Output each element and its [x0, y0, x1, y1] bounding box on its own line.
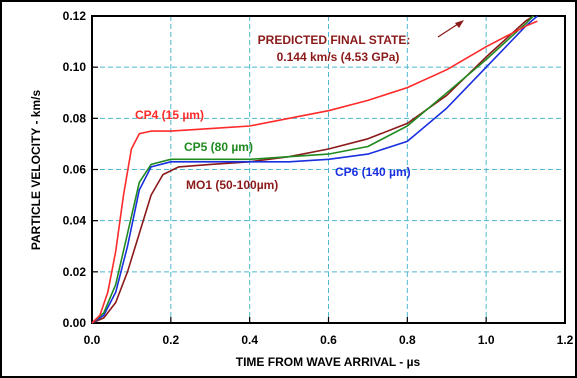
- y-tick-label: 0.06: [63, 163, 87, 177]
- x-tick-label: 0.4: [241, 333, 258, 347]
- series-line-cp4: [91, 20, 538, 324]
- y-tick-label: 0.08: [63, 111, 87, 125]
- y-tick-label: 0.02: [63, 265, 87, 279]
- x-tick-label: 0.2: [162, 333, 179, 347]
- y-tick-labels: 0.00 0.02 0.04 0.06 0.08 0.10 0.12: [63, 9, 87, 330]
- series-line-mo1: [91, 15, 534, 324]
- series-label-cp5: CP5 (80 µm): [184, 140, 253, 154]
- x-tick-label: 1.0: [478, 333, 495, 347]
- x-tick-label: 0.6: [320, 333, 337, 347]
- y-tick-label: 0.04: [63, 214, 87, 228]
- x-tick-label: 1.2: [557, 333, 574, 347]
- grid-lines: [92, 16, 565, 323]
- x-tick-label: 0.8: [399, 333, 416, 347]
- x-tick-labels: 0.0 0.2 0.4 0.6 0.8 1.0 1.2: [84, 333, 574, 347]
- annotation-line2: 0.144 km/s (4.53 GPa): [277, 50, 400, 64]
- y-tick-label: 0.00: [63, 316, 87, 330]
- y-tick-label: 0.10: [63, 60, 87, 74]
- x-tick-label: 0.0: [84, 333, 101, 347]
- annotation-arrow: [437, 20, 464, 38]
- series-lines: [91, 15, 538, 324]
- annotation-line1: PREDICTED FINAL STATE:: [258, 33, 411, 47]
- y-tick-label: 0.12: [63, 9, 87, 23]
- series-label-cp6: CP6 (140 µm): [335, 165, 411, 179]
- series-label-mo1: MO1 (50-100µm): [186, 178, 278, 192]
- series-line-cp5: [91, 15, 535, 324]
- series-label-cp4: CP4 (15 µm): [135, 108, 204, 122]
- x-axis-label: TIME FROM WAVE ARRIVAL - µs: [236, 355, 421, 369]
- series-line-cp6: [91, 15, 538, 324]
- y-axis-label: PARTICLE VELOCITY - km/s: [29, 90, 43, 251]
